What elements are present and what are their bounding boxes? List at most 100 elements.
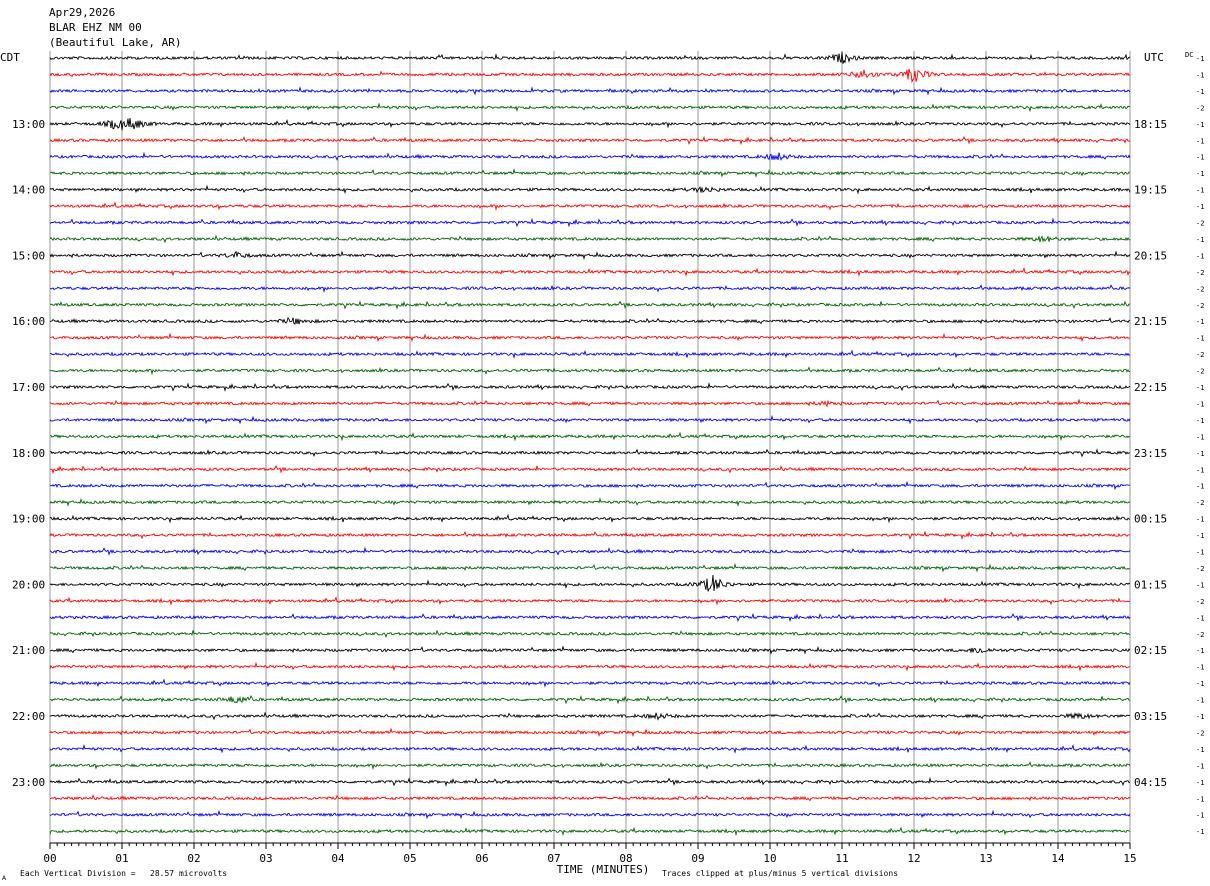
trace-row-36: [49, 645, 1131, 655]
trace-row-38: [49, 678, 1131, 688]
dc-offset-label: -1: [1196, 187, 1204, 195]
trace-row-41: [49, 727, 1131, 738]
dc-offset-label: -1: [1196, 55, 1204, 63]
right-hour-label: 04:15: [1134, 776, 1167, 789]
x-axis: 00 01 02 03 04 05 06 07 08 09 10 11 12 13 14 15: [43, 842, 1137, 865]
footer-clip-note: Traces clipped at plus/minus 5 vertical …: [662, 869, 898, 878]
trace-row-37: [49, 661, 1131, 672]
trace-row-9: [49, 201, 1131, 211]
right-hour-label: 00:15: [1134, 513, 1167, 526]
right-hour-label: 03:15: [1134, 710, 1167, 723]
trace-row-40: [49, 711, 1131, 721]
trace-row-34: [49, 612, 1131, 623]
dc-offset-label: -2: [1196, 368, 1204, 376]
dc-offset-label: -1: [1196, 335, 1204, 343]
left-zone-label: CDT: [0, 51, 20, 64]
trace-row-13: [49, 267, 1131, 277]
left-hour-label: 20:00: [12, 578, 45, 591]
dc-offset-label: -1: [1196, 88, 1204, 96]
trace-row-0: [49, 51, 1131, 64]
x-tick-label: 09: [691, 852, 704, 865]
trace-row-25: [50, 464, 1131, 475]
header-location: (Beautiful Lake, AR): [49, 36, 181, 49]
x-tick-label: 10: [763, 852, 776, 865]
trace-row-18: [49, 349, 1131, 360]
trace-row-33: [49, 596, 1131, 606]
trace-row-8: [49, 184, 1131, 195]
dc-offset-label: -2: [1196, 631, 1204, 639]
dc-offset-label: -1: [1196, 713, 1204, 721]
x-tick-label: 07: [547, 852, 560, 865]
left-hour-label: 16:00: [12, 315, 45, 328]
dc-offset-label: -1: [1196, 828, 1204, 836]
dc-offset-label: -2: [1196, 351, 1204, 359]
footer-corner-mark: A: [2, 875, 7, 882]
dc-offset-label: -1: [1196, 121, 1204, 129]
right-hour-label: 18:15: [1134, 118, 1167, 131]
x-axis-title: TIME (MINUTES): [557, 863, 650, 876]
left-hour-label: 15:00: [12, 249, 45, 262]
trace-row-14: [49, 284, 1131, 294]
trace-row-28: [49, 513, 1131, 524]
dc-offset-label: -1: [1196, 433, 1204, 441]
trace-row-44: [49, 776, 1131, 787]
left-hour-label: 18:00: [12, 447, 45, 460]
trace-row-45: [49, 793, 1131, 802]
x-tick-label: 03: [259, 852, 272, 865]
left-hour-label: 17:00: [12, 381, 45, 394]
dc-offset-label: -1: [1196, 71, 1204, 79]
trace-row-19: [49, 366, 1131, 376]
trace-row-42: [49, 743, 1131, 754]
dc-offset-label: -1: [1196, 581, 1204, 589]
dc-offset-label: -1: [1196, 779, 1204, 787]
dc-offset-label: -1: [1196, 400, 1204, 408]
x-tick-label: 15: [1123, 852, 1136, 865]
trace-row-31: [49, 562, 1131, 573]
x-tick-label: 00: [43, 852, 56, 865]
right-hour-label: 02:15: [1134, 644, 1167, 657]
dc-offset-label: -2: [1196, 104, 1204, 112]
trace-row-20: [49, 381, 1131, 392]
header-date: Apr29,2026: [49, 6, 115, 19]
trace-row-35: [50, 629, 1131, 639]
dc-offset-label: -1: [1196, 154, 1204, 162]
dc-offset-label: -1: [1196, 680, 1204, 688]
trace-row-5: [49, 135, 1130, 146]
dc-label: DC: [1185, 51, 1193, 59]
left-hour-label: 23:00: [12, 776, 45, 789]
right-hour-label: 23:15: [1134, 447, 1167, 460]
trace-row-27: [49, 497, 1131, 507]
right-hour-label: 20:15: [1134, 249, 1167, 262]
dc-offset-label: -2: [1196, 499, 1204, 507]
dc-offset-label: -2: [1196, 729, 1204, 737]
right-zone-label: UTC: [1144, 51, 1164, 64]
trace-row-7: [50, 168, 1131, 178]
dc-offset-label: -1: [1196, 549, 1204, 557]
left-hour-label: 14:00: [12, 184, 45, 197]
x-tick-label: 02: [187, 852, 200, 865]
dc-offset-label: -1: [1196, 647, 1204, 655]
trace-row-3: [49, 102, 1130, 113]
trace-row-22: [49, 414, 1131, 425]
trace-row-6: [49, 151, 1131, 162]
header-station: BLAR EHZ NM 00: [49, 21, 142, 34]
trace-row-46: [49, 809, 1131, 820]
dc-offset-label: -1: [1196, 532, 1204, 540]
x-tick-label: 13: [979, 852, 992, 865]
seismic-traces: [49, 51, 1131, 837]
trace-row-47: [49, 826, 1131, 837]
dc-offset-label: -1: [1196, 384, 1204, 392]
dc-offset-label: -1: [1196, 170, 1204, 178]
x-tick-label: 12: [907, 852, 920, 865]
trace-row-30: [49, 546, 1131, 556]
trace-row-21: [49, 398, 1131, 408]
dc-offset-labels: -1 -1 -1 -2 -1 -1 -1 -1 -1 -1 -2 -1 -1 -2 -2 -2 -1 -1 -2 -2…: [1196, 55, 1204, 836]
dc-offset-label: -1: [1196, 795, 1204, 803]
x-tick-label: 14: [1051, 852, 1065, 865]
dc-offset-label: -1: [1196, 746, 1204, 754]
x-tick-label: 11: [835, 852, 848, 865]
trace-row-4: [49, 118, 1131, 131]
trace-row-15: [49, 300, 1131, 310]
trace-row-24: [49, 448, 1131, 458]
